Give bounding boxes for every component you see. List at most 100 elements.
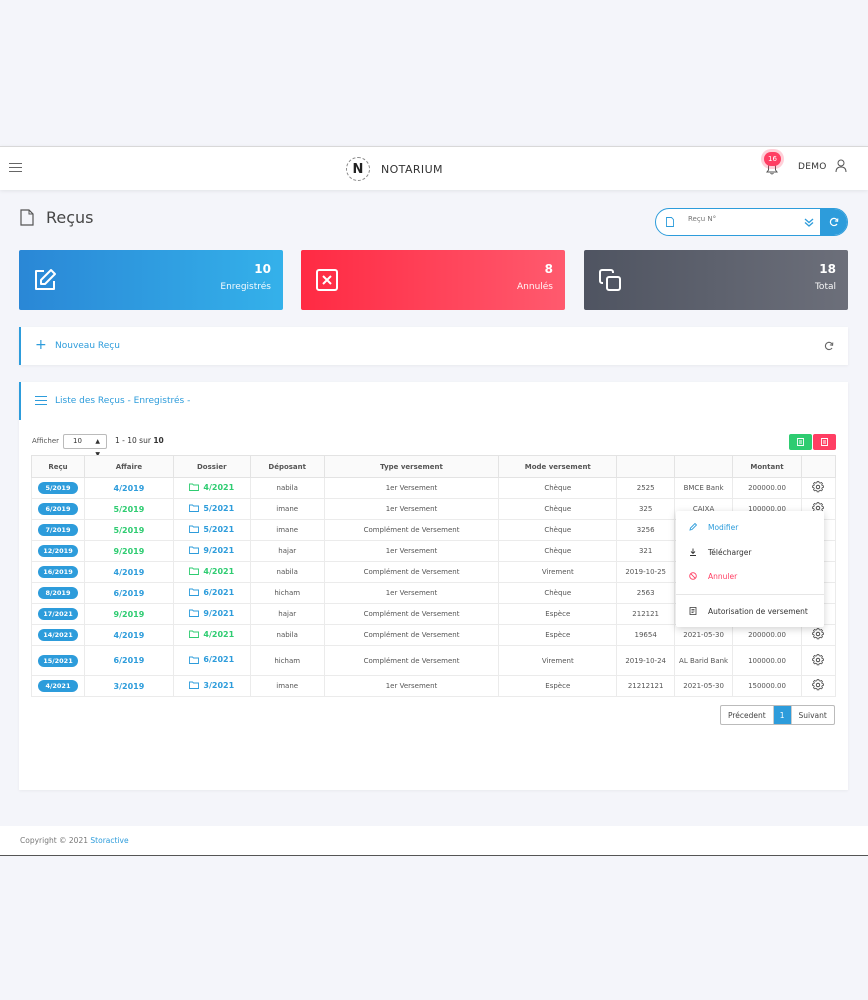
- receipt-badge[interactable]: 7/2019: [37, 524, 78, 536]
- cell-dossier: 5/2021: [172, 498, 251, 520]
- menu-item-label: Annuler: [708, 571, 738, 581]
- stat-label: Total: [814, 282, 836, 292]
- dossier-number: 4/2021: [203, 629, 235, 639]
- affaire-link[interactable]: 9/2019: [113, 546, 145, 556]
- column-header[interactable]: Affaire: [83, 455, 174, 478]
- receipt-badge[interactable]: 5/2019: [37, 482, 78, 494]
- cell-montant: 150000.00: [732, 675, 802, 697]
- affaire-link[interactable]: 4/2019: [113, 630, 145, 640]
- gear-icon[interactable]: [812, 653, 825, 666]
- affaire-link[interactable]: 5/2019: [113, 525, 145, 535]
- receipt-badge[interactable]: 17/2021: [37, 608, 78, 620]
- cell-affaire: 3/2019: [83, 675, 174, 697]
- cell-deposant: nabila: [249, 561, 325, 583]
- export-excel-button[interactable]: [789, 434, 812, 450]
- reload-icon[interactable]: [824, 341, 834, 351]
- previous-page-button[interactable]: Précedent: [721, 706, 774, 724]
- column-header: [800, 455, 837, 478]
- column-header[interactable]: Type versement: [323, 455, 500, 478]
- dossier-link[interactable]: 9/2021: [189, 546, 234, 555]
- company-link[interactable]: Storactive: [90, 836, 129, 845]
- cell-recu: 12/2019: [31, 540, 85, 562]
- cell-reference: 2563: [616, 582, 676, 604]
- receipt-badge[interactable]: 14/2021: [37, 629, 78, 641]
- cell-type: Complément de Versement: [323, 645, 500, 676]
- affaire-link[interactable]: 4/2019: [113, 567, 145, 577]
- cell-mode: Chèque: [498, 540, 618, 562]
- stat-card-cancelled[interactable]: 8 Annulés: [301, 250, 565, 310]
- affaire-link[interactable]: 4/2019: [113, 483, 145, 493]
- dossier-link[interactable]: 6/2021: [189, 588, 234, 597]
- dossier-link[interactable]: 3/2021: [189, 681, 234, 690]
- cancel-icon: [689, 572, 697, 580]
- new-receipt-panel[interactable]: + Nouveau Reçu: [19, 327, 848, 365]
- page-size-label: Afficher: [32, 437, 60, 445]
- document-icon: [20, 209, 34, 226]
- brand[interactable]: N NOTARIUM: [346, 157, 443, 181]
- dossier-link[interactable]: 6/2021: [189, 655, 234, 664]
- receipt-badge[interactable]: 12/2019: [37, 545, 78, 557]
- cell-mode: Chèque: [498, 519, 618, 541]
- cell-mode: Espèce: [498, 603, 618, 625]
- dossier-number: 6/2021: [203, 655, 235, 665]
- cell-montant: 200000.00: [732, 477, 802, 499]
- close-box-icon: [316, 269, 338, 291]
- menu-item-modifier[interactable]: Modifier: [676, 517, 824, 537]
- gear-icon[interactable]: [812, 628, 825, 640]
- folder-icon: [189, 483, 200, 492]
- folder-icon: [189, 567, 200, 576]
- column-header[interactable]: Déposant: [249, 455, 325, 478]
- affaire-link[interactable]: 9/2019: [113, 609, 145, 619]
- dossier-link[interactable]: 5/2021: [189, 525, 234, 534]
- receipt-badge[interactable]: 6/2019: [37, 503, 78, 515]
- stat-card-total[interactable]: 18 Total: [584, 250, 848, 310]
- receipt-badge[interactable]: 16/2019: [37, 566, 78, 578]
- column-header[interactable]: Dossier: [172, 455, 251, 478]
- cell-recu: 17/2021: [31, 603, 85, 625]
- receipt-badge[interactable]: 8/2019: [37, 587, 78, 599]
- search-refresh-button[interactable]: [820, 209, 847, 235]
- cell-recu: 15/2021: [31, 645, 85, 676]
- page-size-select[interactable]: 10 ▲ ▼: [63, 434, 107, 458]
- menu-item-label: Télécharger: [708, 547, 752, 557]
- copyright-text: Copyright © 2021: [20, 836, 89, 845]
- next-page-button[interactable]: Suivant: [790, 706, 834, 724]
- cell-deposant: imane: [249, 498, 325, 520]
- menu-item-annuler[interactable]: Annuler: [676, 566, 824, 586]
- dossier-link[interactable]: 4/2021: [189, 567, 234, 576]
- affaire-link[interactable]: 6/2019: [113, 656, 145, 665]
- affaire-link[interactable]: 6/2019: [113, 588, 145, 598]
- receipt-badge[interactable]: 4/2021: [37, 680, 78, 692]
- menu-item-telecharger[interactable]: Télécharger: [676, 542, 824, 562]
- chevron-down-icon[interactable]: [804, 218, 814, 227]
- receipt-number-input[interactable]: [688, 215, 788, 223]
- column-header[interactable]: Montant: [732, 455, 802, 478]
- column-header[interactable]: [616, 455, 676, 478]
- dossier-link[interactable]: 4/2021: [189, 630, 234, 639]
- menu-item-autorisation[interactable]: Autorisation de versement: [676, 601, 824, 621]
- affaire-link[interactable]: 3/2019: [113, 681, 145, 691]
- gear-icon[interactable]: [812, 481, 825, 493]
- new-receipt-label[interactable]: Nouveau Reçu: [55, 341, 120, 351]
- hamburger-menu-icon[interactable]: [9, 163, 22, 173]
- user-icon[interactable]: [835, 159, 847, 173]
- cell-deposant: nabila: [249, 624, 325, 646]
- list-icon: [35, 396, 47, 405]
- dossier-number: 5/2021: [203, 503, 235, 513]
- dossier-link[interactable]: 9/2021: [189, 609, 234, 618]
- user-name[interactable]: DEMO: [798, 162, 827, 172]
- receipt-badge[interactable]: 15/2021: [37, 654, 78, 667]
- dossier-link[interactable]: 4/2021: [189, 483, 234, 492]
- dossier-link[interactable]: 5/2021: [189, 504, 234, 513]
- export-pdf-button[interactable]: [813, 434, 836, 450]
- copy-icon: [599, 269, 621, 291]
- current-page-button[interactable]: 1: [773, 706, 791, 724]
- folder-icon: [189, 588, 200, 597]
- column-header[interactable]: Mode versement: [498, 455, 618, 478]
- column-header[interactable]: Reçu: [31, 455, 85, 478]
- affaire-link[interactable]: 5/2019: [113, 504, 145, 514]
- stat-card-registered[interactable]: 10 Enregistrés: [19, 250, 283, 310]
- gear-icon[interactable]: [812, 679, 825, 691]
- cell-reference: 2019-10-24: [616, 645, 676, 676]
- column-header[interactable]: [674, 455, 734, 478]
